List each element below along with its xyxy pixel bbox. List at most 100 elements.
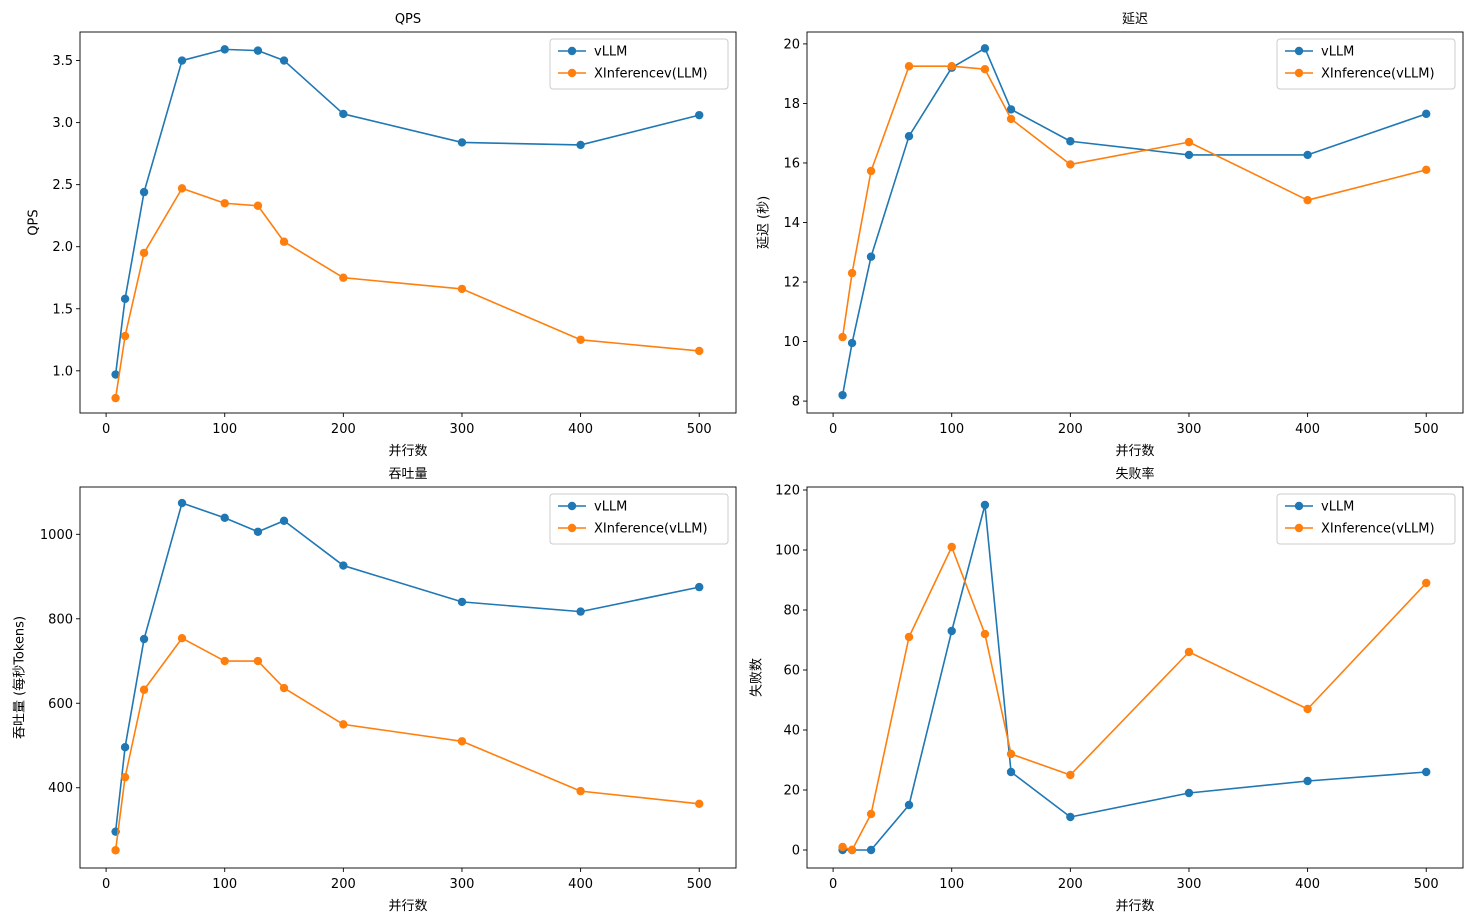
chart-title: 延迟: [1122, 12, 1148, 27]
y-tick-label: 1000: [40, 528, 73, 543]
data-point: [279, 516, 289, 525]
data-point: [904, 632, 914, 642]
series-line: [114, 502, 700, 832]
chart-title: QPS: [395, 12, 421, 27]
data-point: [947, 626, 956, 636]
data-point: [1066, 812, 1075, 822]
data-point: [1006, 749, 1016, 759]
y-tick-label: 18: [783, 97, 800, 112]
data-point: [847, 268, 857, 278]
y-tick-label: 800: [48, 612, 73, 627]
data-point: [457, 737, 467, 746]
data-point: [177, 184, 187, 193]
data-point: [838, 842, 847, 852]
y-tick-label: 1.5: [52, 302, 73, 317]
x-tick-label: 200: [331, 877, 356, 892]
data-point: [220, 656, 229, 666]
series-1: [838, 44, 1431, 400]
series-line: [842, 504, 1427, 851]
x-axis-label: 并行数: [1115, 444, 1154, 459]
legend-label: XInference(vLLM): [594, 522, 708, 537]
data-point: [695, 346, 704, 356]
y-tick-label: 100: [775, 544, 800, 559]
data-point: [1184, 647, 1194, 657]
legend-marker: [567, 523, 577, 533]
x-tick-label: 300: [450, 877, 475, 892]
legend-marker: [567, 501, 577, 511]
data-point: [339, 109, 348, 119]
data-point: [847, 845, 857, 855]
y-tick-label: 0: [792, 844, 800, 859]
data-point: [253, 201, 263, 210]
data-point: [111, 393, 120, 403]
data-point: [139, 187, 149, 197]
legend-box: [549, 493, 729, 545]
y-tick-label: 12: [783, 276, 800, 291]
legend-box: [549, 38, 729, 90]
series-2: [838, 62, 1431, 342]
data-point: [695, 110, 704, 120]
x-tick-label: 100: [212, 877, 237, 892]
x-tick-label: 0: [829, 422, 837, 437]
data-point: [457, 597, 467, 607]
legend-label: vLLM: [594, 500, 627, 515]
x-tick-label: 500: [1414, 422, 1439, 437]
data-point: [139, 634, 149, 644]
y-tick-label: 2.5: [52, 178, 73, 193]
legend-label: vLLM: [1321, 45, 1354, 60]
x-tick-label: 100: [212, 422, 237, 437]
y-axis-label: 吞吐量 (每秒Tokens): [12, 616, 28, 739]
y-axis-label: QPS: [27, 209, 42, 235]
data-point: [1006, 767, 1016, 777]
data-point: [904, 800, 914, 810]
chart-panel-4: 失败率 0 100 200 300 400 500 0 20 40 60 80 100 120 并行数 失败数…: [750, 466, 1464, 914]
plot-area-frame: [806, 486, 1464, 869]
x-tick-label: 0: [102, 422, 110, 437]
data-point: [253, 527, 263, 536]
data-point: [220, 513, 229, 523]
series-line: [114, 187, 700, 399]
x-tick-label: 400: [568, 422, 593, 437]
x-tick-label: 400: [1295, 422, 1320, 437]
y-tick-label: 8: [792, 395, 800, 410]
series-line: [114, 48, 700, 375]
data-point: [1006, 114, 1016, 124]
x-tick-label: 200: [1058, 877, 1083, 892]
x-tick-label: 500: [687, 422, 712, 437]
y-tick-label: 2.0: [52, 240, 73, 255]
data-point: [220, 199, 229, 208]
series-1: [111, 498, 704, 836]
data-point: [1066, 770, 1075, 780]
x-tick-label: 400: [1295, 877, 1320, 892]
y-tick-label: 3.0: [52, 116, 73, 131]
data-point: [847, 338, 857, 348]
x-tick-label: 400: [568, 877, 593, 892]
data-point: [279, 237, 289, 246]
data-point: [457, 138, 467, 147]
y-tick-label: 20: [783, 37, 800, 52]
data-point: [339, 561, 348, 570]
legend-box: [1276, 493, 1456, 545]
data-point: [576, 607, 585, 616]
data-point: [576, 335, 585, 344]
x-axis-label: 并行数: [388, 444, 427, 459]
y-tick-label: 10: [783, 335, 800, 350]
data-point: [177, 634, 187, 643]
x-tick-label: 500: [1414, 877, 1439, 892]
data-point: [576, 140, 585, 150]
y-tick-label: 1.0: [52, 364, 73, 379]
y-tick-label: 600: [48, 697, 73, 712]
data-point: [253, 656, 263, 666]
legend-marker: [1294, 523, 1304, 533]
legend-label: vLLM: [1321, 500, 1354, 515]
y-tick-label: 80: [783, 604, 800, 619]
series-line: [841, 47, 1427, 396]
y-tick-label: 60: [783, 664, 800, 679]
data-point: [1422, 109, 1431, 119]
data-point: [1066, 137, 1075, 146]
chart-title: 吞吐量: [388, 467, 427, 482]
legend: vLLM XInference(vLLM): [549, 493, 729, 545]
legend-marker: [567, 46, 577, 56]
y-axis-label: 延迟 (秒): [757, 196, 772, 249]
legend-marker: [1294, 46, 1304, 56]
